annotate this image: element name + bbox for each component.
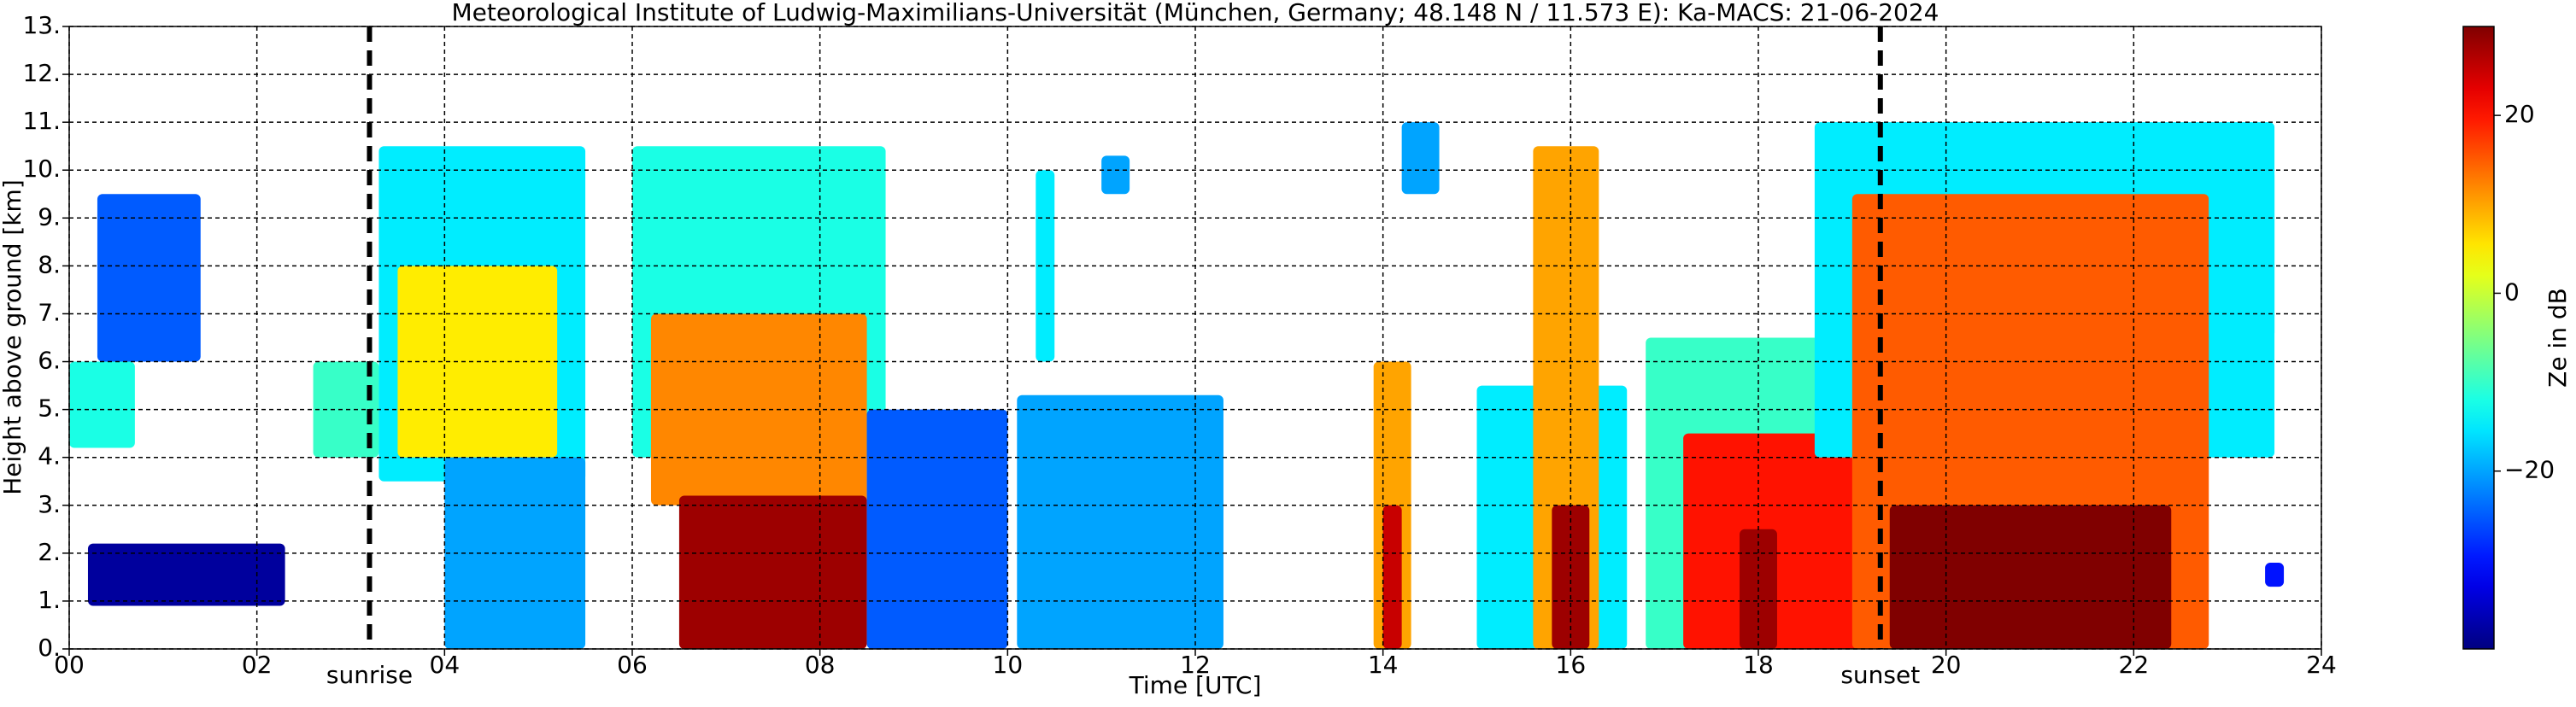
y-axis-label: Height above ground [km] (0, 179, 26, 495)
x-tick-label: 00 (54, 651, 85, 679)
plot-frame (68, 26, 2322, 650)
x-tick-label: 14 (1368, 651, 1399, 679)
y-tick-label: 8. (38, 250, 61, 278)
echo-region (69, 361, 135, 448)
y-tick-label: 10. (22, 155, 61, 183)
event-label: sunset (1840, 661, 1920, 689)
echo-region (1382, 505, 1402, 649)
echo-region (97, 194, 201, 362)
y-tick-label: 5. (38, 394, 61, 423)
echo-region (1683, 433, 1871, 649)
y-tick-label: 4. (38, 442, 61, 470)
x-tick-label: 18 (1743, 651, 1774, 679)
echo-region (2265, 563, 2285, 587)
x-tick-label: 16 (1556, 651, 1587, 679)
echo-region (678, 495, 867, 649)
y-tick-label: 7. (38, 298, 61, 326)
x-tick-label: 04 (430, 651, 461, 679)
x-tick-label: 02 (242, 651, 273, 679)
y-tick-label: 6. (38, 347, 61, 375)
colorbar (2462, 26, 2495, 650)
echo-region (866, 409, 1008, 649)
y-tick-label: 3. (38, 490, 61, 518)
echo-region (2209, 170, 2275, 338)
x-tick-label: 24 (2306, 651, 2337, 679)
echo-region (1889, 505, 2172, 649)
echo-region (1101, 155, 1130, 195)
echo-region (1401, 122, 1440, 195)
event-label: sunrise (326, 661, 413, 689)
y-tick-label: 0. (38, 634, 61, 662)
echo-region (650, 313, 867, 505)
x-tick-label: 08 (805, 651, 836, 679)
x-tick-label: 06 (617, 651, 648, 679)
y-tick-label: 13. (22, 11, 61, 39)
y-tick-label: 2. (38, 538, 61, 566)
x-tick-label: 22 (2119, 651, 2150, 679)
colorbar-tick-label: −20 (2504, 456, 2555, 484)
y-tick-label: 12. (22, 59, 61, 87)
y-tick-label: 1. (38, 586, 61, 614)
colorbar-label: Ze in dB (2544, 288, 2572, 388)
echo-region (1017, 394, 1223, 649)
y-tick-label: 11. (22, 107, 61, 135)
colorbar-tick-label: 0 (2504, 278, 2520, 306)
y-tick-label: 9. (38, 202, 61, 231)
x-axis-label: Time [UTC] (1129, 671, 1262, 699)
echo-region (1552, 505, 1590, 649)
x-tick-label: 10 (993, 651, 1024, 679)
plot-area (69, 122, 2285, 649)
echo-region (87, 543, 285, 606)
colorbar-tick-label: 20 (2504, 100, 2535, 128)
overlay: 00 02 04 06 08 10 12 14 16 18 20 22 24 0. 1. 2. 3. 4. 5. 6.… (22, 11, 2572, 689)
chart-title: Meteorological Institute of Ludwig-Maxim… (451, 0, 1939, 26)
x-tick-label: 20 (1931, 651, 1962, 679)
x-tick-label: 12 (1180, 651, 1211, 679)
